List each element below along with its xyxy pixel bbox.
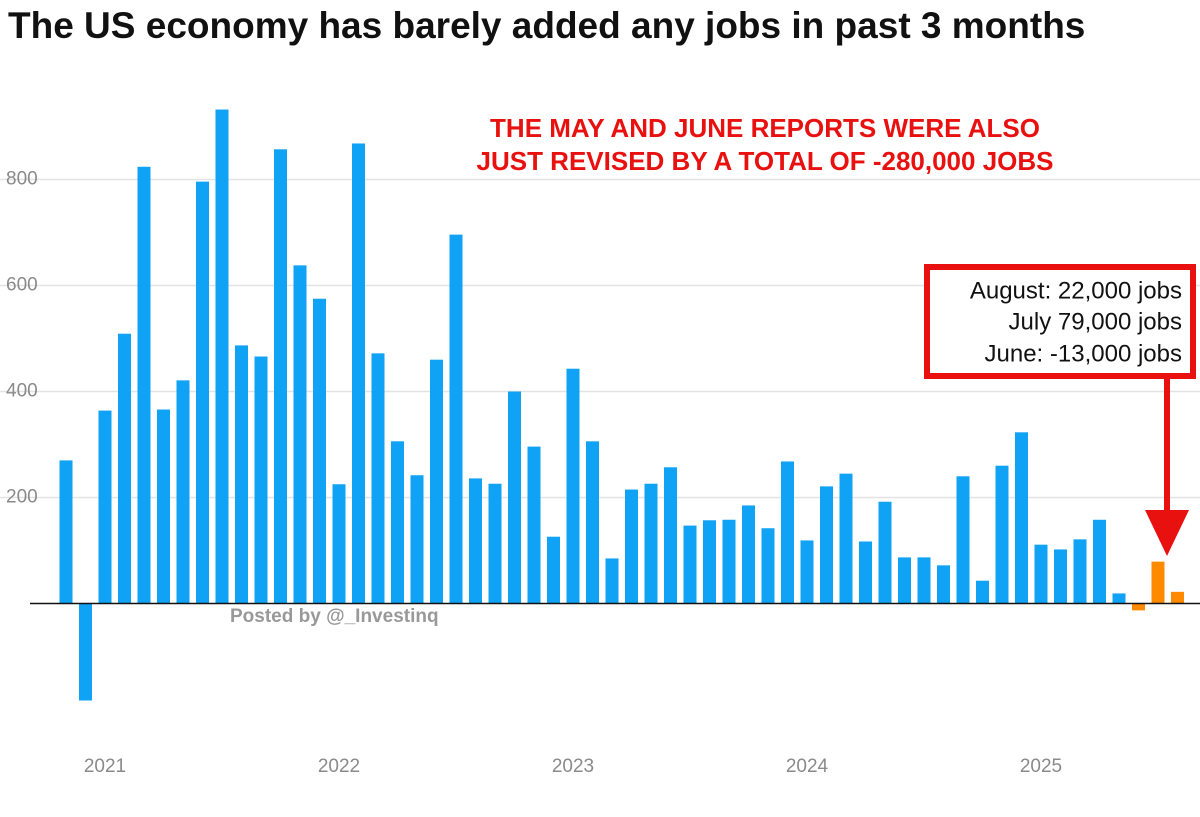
x-tick-label: 2023	[552, 756, 594, 777]
chart-title: The US economy has barely added any jobs…	[8, 5, 1085, 46]
callout-text: June: -13,000 jobs	[985, 340, 1182, 367]
callout-text: July 79,000 jobs	[1009, 308, 1182, 335]
bar	[137, 166, 151, 604]
bar	[644, 483, 658, 604]
bar	[157, 409, 170, 604]
y-tick-label: 600	[6, 275, 38, 296]
bar	[937, 565, 950, 604]
bar	[293, 265, 307, 604]
bar	[859, 541, 872, 604]
bar	[469, 478, 482, 604]
bar	[430, 359, 443, 604]
bar	[235, 345, 248, 604]
bar	[196, 181, 209, 604]
bar	[527, 446, 541, 604]
x-tick-label: 2025	[1020, 756, 1062, 777]
x-tick-label: 2022	[318, 756, 360, 777]
bar	[1132, 603, 1145, 611]
bar	[703, 520, 716, 604]
bar	[683, 525, 697, 604]
bar	[98, 410, 112, 604]
y-tick-label: 800	[6, 169, 38, 190]
bar	[878, 501, 892, 604]
x-tick-label: 2024	[786, 756, 829, 777]
bar	[1112, 593, 1126, 604]
bar	[313, 298, 326, 604]
y-tick-label: 400	[6, 381, 38, 402]
x-tick-label: 2021	[84, 756, 126, 777]
bar	[917, 557, 931, 604]
bar	[839, 473, 853, 604]
bar	[820, 486, 833, 604]
bar	[391, 441, 404, 604]
bar	[59, 460, 73, 604]
arrow-head	[1145, 510, 1189, 556]
callout-text: August: 22,000 jobs	[970, 277, 1182, 304]
bar	[1093, 519, 1106, 604]
bar	[761, 528, 775, 604]
bar	[254, 356, 268, 604]
bar	[508, 391, 521, 604]
bar	[722, 519, 736, 604]
bar	[1015, 432, 1028, 604]
annotation: JUST REVISED BY A TOTAL OF -280,000 JOBS	[477, 146, 1054, 176]
bar	[1171, 591, 1184, 604]
bar	[976, 580, 989, 604]
bar	[956, 476, 970, 604]
bar	[118, 333, 131, 604]
y-tick-label: 200	[6, 487, 38, 508]
bar	[995, 465, 1009, 604]
bar	[274, 149, 287, 604]
bar	[1073, 539, 1087, 604]
bar	[800, 540, 814, 604]
bar	[449, 234, 463, 604]
bar	[742, 505, 755, 604]
bar	[176, 380, 190, 604]
bar	[566, 368, 580, 604]
callout-box	[924, 264, 1196, 379]
bar	[547, 536, 560, 604]
bar	[79, 603, 92, 701]
bar	[1151, 561, 1165, 604]
bar	[352, 143, 365, 604]
watermark: Posted by @_Investinq	[230, 606, 439, 627]
bar	[898, 557, 911, 604]
bar	[664, 467, 677, 604]
bar	[586, 441, 599, 604]
bar	[488, 483, 502, 604]
annotation: THE MAY AND JUNE REPORTS WERE ALSO	[490, 113, 1040, 143]
bar	[215, 109, 229, 604]
bar	[371, 353, 385, 604]
bar	[781, 461, 794, 604]
bar	[1054, 549, 1067, 604]
bar	[605, 558, 619, 604]
bar	[1034, 544, 1048, 604]
bar	[332, 484, 346, 604]
bar	[625, 489, 638, 604]
bar	[410, 475, 424, 604]
